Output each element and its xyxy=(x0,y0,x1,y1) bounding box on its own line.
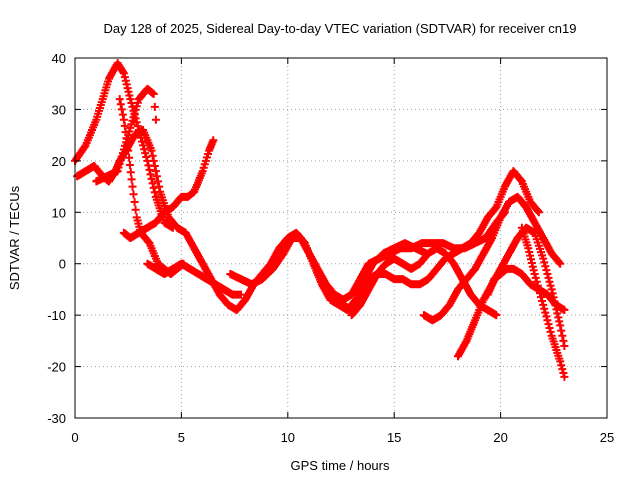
x-tick-label: 5 xyxy=(178,430,185,445)
x-tick-label: 0 xyxy=(71,430,78,445)
plus-markers xyxy=(420,192,565,325)
y-tick-label: 40 xyxy=(52,51,66,66)
y-tick-label: 0 xyxy=(59,257,66,272)
x-tick-label: 10 xyxy=(281,430,295,445)
series-s3 xyxy=(92,84,160,186)
plot-frame xyxy=(74,57,608,419)
y-axis-label: SDTVAR / TECUs xyxy=(7,185,22,290)
x-tick-label: 15 xyxy=(387,430,401,445)
series-s5 xyxy=(119,136,218,242)
plus-markers xyxy=(119,136,218,242)
chart-title: Day 128 of 2025, Sidereal Day-to-day VTE… xyxy=(103,21,576,36)
plus-markers xyxy=(92,84,160,186)
plus-markers xyxy=(143,259,245,299)
y-tick-label: 20 xyxy=(52,154,66,169)
y-tick-label: 30 xyxy=(52,102,66,117)
series-s6 xyxy=(143,259,245,299)
plus-markers xyxy=(517,223,569,381)
y-tick-label: -10 xyxy=(47,308,66,323)
x-axis-label: GPS time / hours xyxy=(291,458,390,473)
y-tick-label: -20 xyxy=(47,360,66,375)
y-tick-label: -30 xyxy=(47,411,66,426)
data-points xyxy=(71,59,569,381)
series-s10 xyxy=(420,192,565,325)
axis-ticks: 0 5 10 15 20 25 -30 -20 -10 0 10 20 30 40 xyxy=(47,51,614,445)
x-tick-label: 20 xyxy=(493,430,507,445)
x-tick-label: 25 xyxy=(600,430,614,445)
y-tick-label: 10 xyxy=(52,205,66,220)
series-s13 xyxy=(517,223,569,381)
